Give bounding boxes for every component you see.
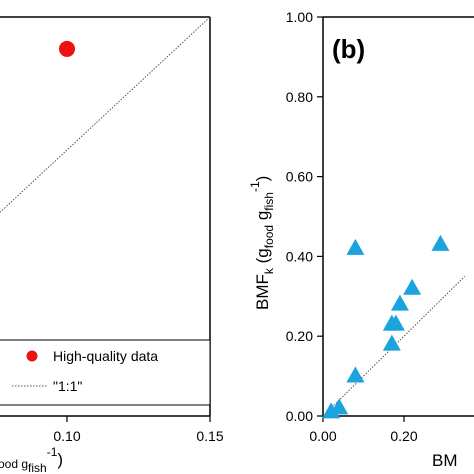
panel-b-x-tick-label: 0.00 (309, 428, 336, 444)
panel-b-ylabel-mid: g (253, 211, 272, 225)
panel-b-point (386, 314, 405, 331)
panel-b-point (346, 238, 365, 255)
panel-b-ylabel-sub-fish: fish (262, 192, 276, 211)
panel-b-ylabel-main: BMF (253, 274, 272, 310)
panel-a: 0.10 0.15 High-quality data "1:1" ood gfi… (0, 16, 224, 474)
panel-a-xlabel-sup: -1 (47, 445, 58, 459)
panel-b-x-axis-title: BM (432, 451, 458, 470)
panel-b-y-tick-label: 0.20 (286, 328, 313, 344)
panel-b-ylabel-sub-food: food (262, 225, 276, 248)
panel-b-y-tick-label: 0.60 (286, 169, 313, 185)
panel-a-x-ticks: 0.10 0.15 (53, 416, 224, 444)
panel-a-x-tick-label: 0.10 (53, 428, 80, 444)
panel-a-xlabel-close: ) (57, 450, 63, 469)
panel-a-legend: High-quality data "1:1" (0, 339, 211, 406)
panel-b-point (390, 294, 409, 311)
panel-b-y-tick-label: 0.80 (286, 89, 313, 105)
panel-b-point (382, 334, 401, 351)
panel-a-one-to-one-line (0, 16, 211, 213)
panel-b-label: (b) (332, 34, 365, 64)
panel-b-point (346, 366, 365, 383)
panel-b-y-ticks: 0.00 0.20 0.40 0.60 0.80 1.00 (286, 9, 323, 424)
panel-b-ylabel-sup: -1 (248, 181, 262, 192)
panel-b-point (431, 234, 450, 251)
panel-a-xlabel-fragment: ood g (0, 457, 28, 471)
panel-a-xlabel-fish: fish (28, 461, 47, 474)
panel-b-x-tick-label: 0.20 (390, 428, 417, 444)
legend-one-to-one-label: "1:1" (53, 378, 82, 394)
panel-a-points (59, 40, 75, 57)
legend-high-quality-label: High-quality data (53, 348, 158, 364)
panel-b-x-ticks: 0.00 0.20 (309, 416, 418, 444)
legend-box (0, 339, 211, 406)
panel-b-y-tick-label: 0.40 (286, 248, 313, 264)
panel-a-x-tick-label: 0.15 (196, 428, 223, 444)
panel-b-ylabel-close: ) (253, 176, 272, 182)
panel-b-ylabel-sub-k: k (262, 267, 276, 274)
panel-b-ylabel-open: (g (253, 248, 272, 268)
panel-b-point (403, 278, 422, 295)
panel-b-y-tick-label: 0.00 (286, 408, 313, 424)
panel-a-point (59, 40, 75, 57)
panel-a-x-axis-title: ood gfish-1) (0, 445, 63, 474)
panel-b: 0.00 0.20 0.40 0.60 0.80 1.00 0.00 0.20 (b) BM… (248, 9, 474, 470)
panel-b-points (322, 234, 450, 419)
panel-b-y-axis-title: BMFk (gfood gfish-1) (248, 176, 276, 310)
panel-b-y-tick-label: 1.00 (286, 9, 313, 25)
legend-high-quality-marker (26, 350, 38, 362)
panel-b-point (330, 398, 349, 415)
